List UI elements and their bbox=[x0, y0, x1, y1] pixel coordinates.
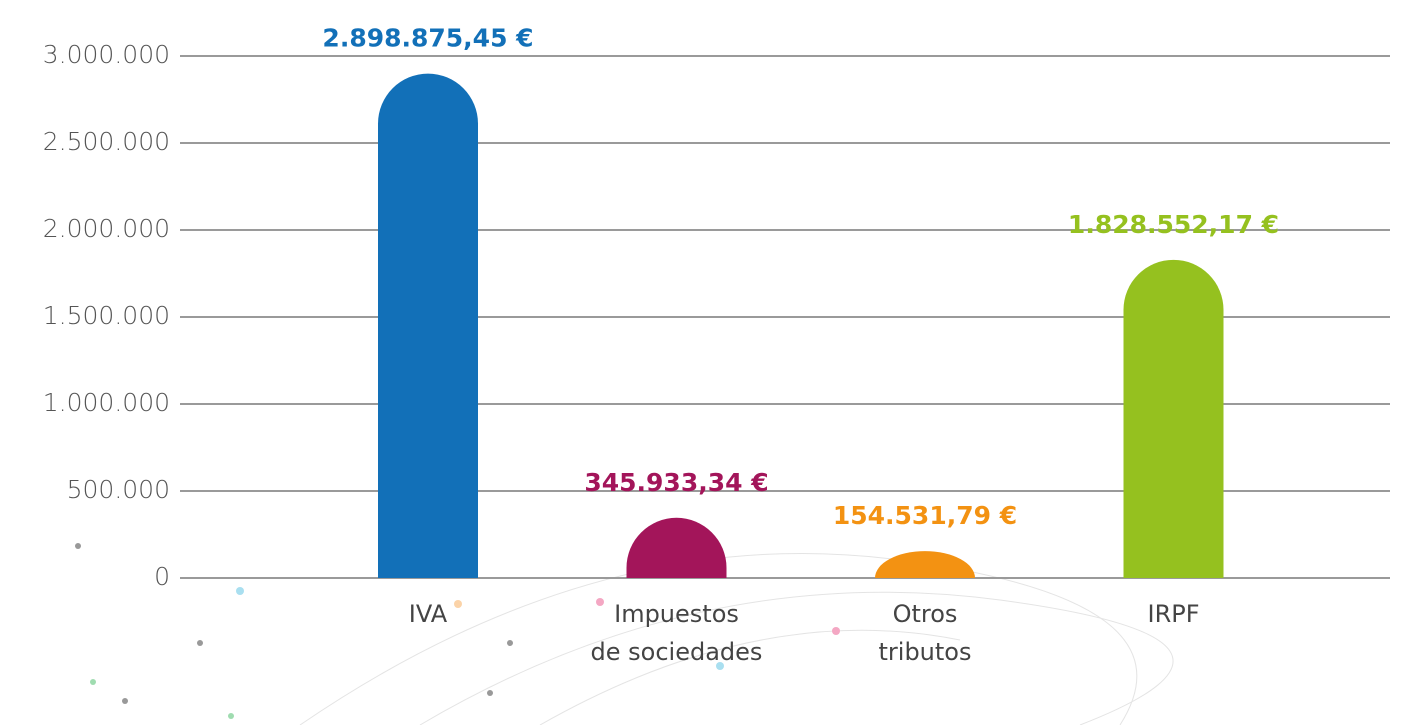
bar bbox=[875, 551, 975, 578]
y-tick-label: 0 bbox=[154, 562, 170, 591]
value-label: 2.898.875,45 € bbox=[322, 24, 533, 53]
x-tick-label: Otros bbox=[893, 600, 958, 628]
y-tick-label: 2.500.000 bbox=[43, 127, 170, 156]
x-tick-label: de sociedades bbox=[591, 638, 763, 666]
y-tick-label: 500.000 bbox=[67, 475, 170, 504]
value-label: 154.531,79 € bbox=[833, 501, 1017, 530]
y-tick-label: 1.000.000 bbox=[43, 388, 170, 417]
decoration-dots bbox=[75, 543, 840, 719]
value-label: 1.828.552,17 € bbox=[1068, 210, 1279, 239]
bar bbox=[1123, 259, 1224, 578]
x-tick-label: IRPF bbox=[1147, 600, 1199, 628]
y-tick-label: 3.000.000 bbox=[43, 40, 170, 69]
x-tick-label: tributos bbox=[879, 638, 972, 666]
x-tick-label: IVA bbox=[409, 600, 448, 628]
value-label: 345.933,34 € bbox=[584, 468, 768, 497]
x-tick-label: Impuestos bbox=[614, 600, 739, 628]
y-tick-label: 1.500.000 bbox=[43, 301, 170, 330]
bar bbox=[626, 517, 727, 578]
bar bbox=[378, 73, 478, 578]
decoration bbox=[299, 552, 1174, 725]
y-tick-label: 2.000.000 bbox=[43, 214, 170, 243]
